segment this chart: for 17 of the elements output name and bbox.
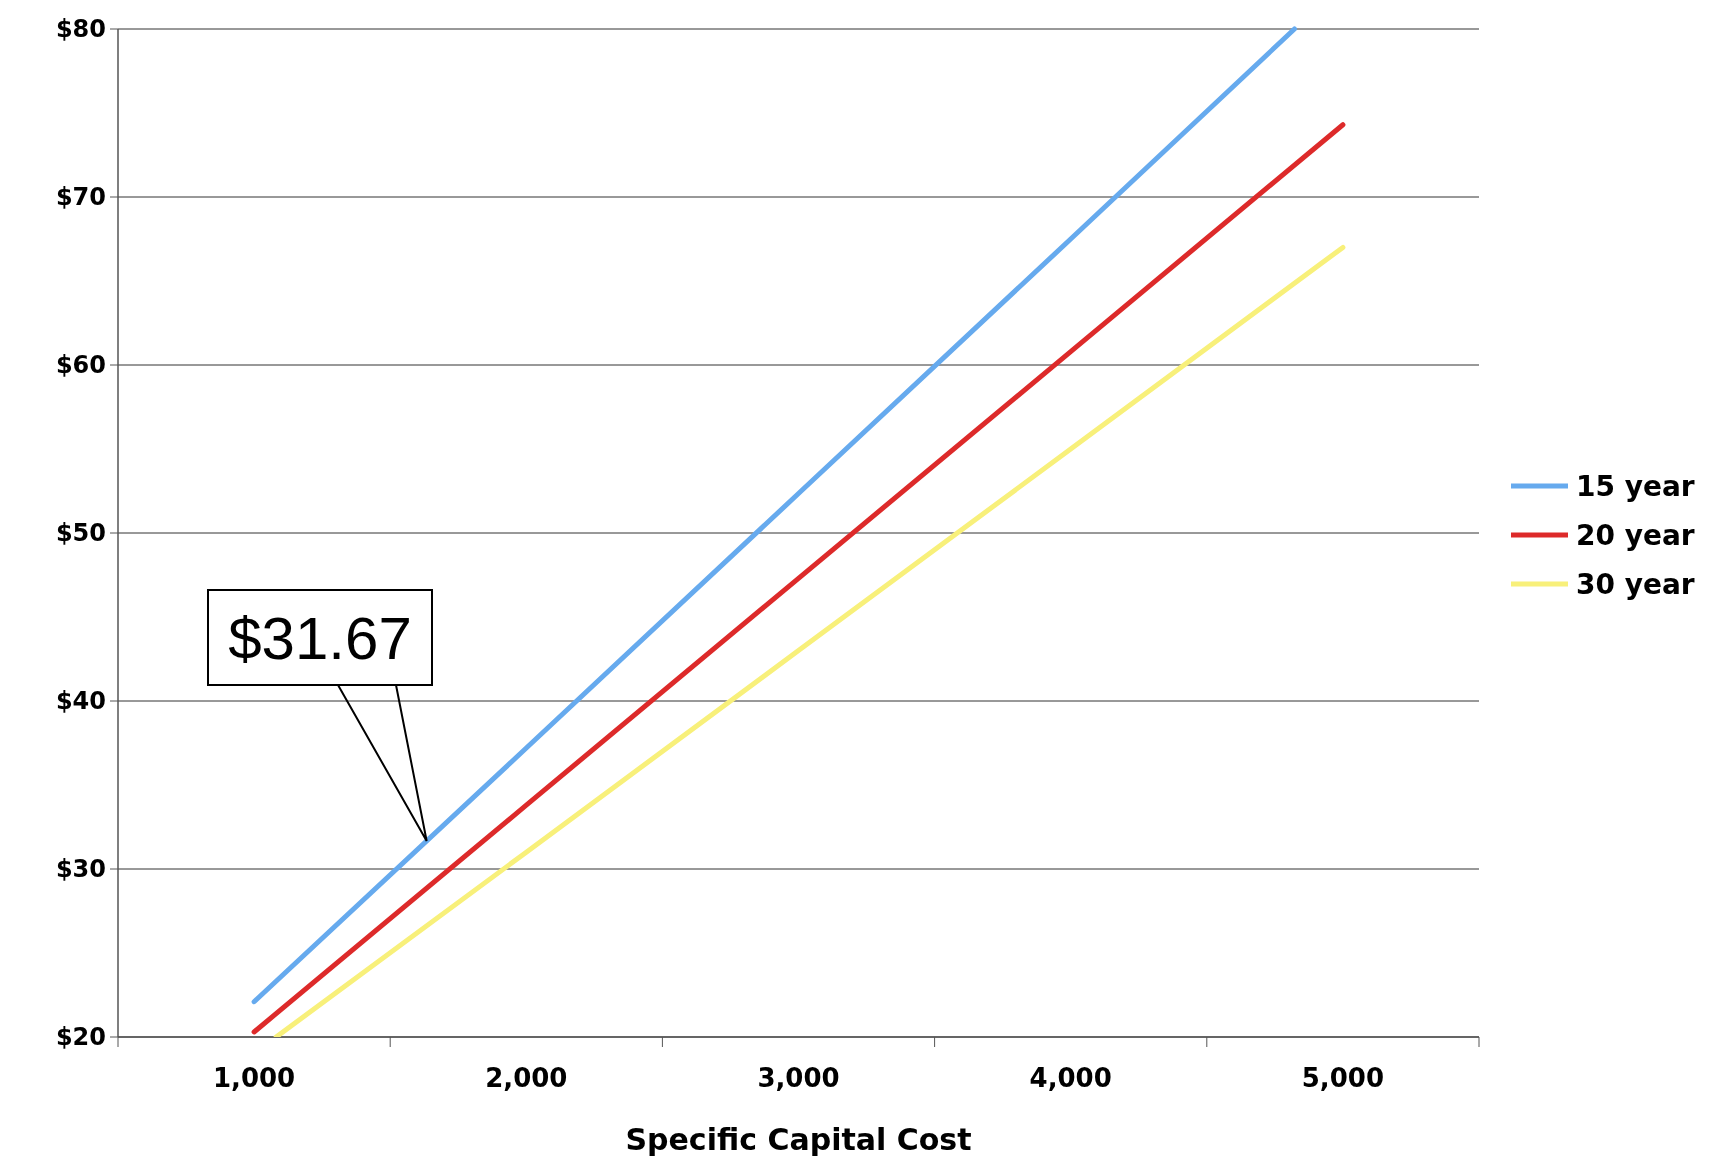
x-tick-label: 1,000 bbox=[212, 1063, 296, 1093]
x-tick-label: 4,000 bbox=[1029, 1063, 1112, 1093]
x-axis-title: Specific Capital Cost bbox=[625, 1122, 972, 1157]
annotation: $31.67 bbox=[228, 605, 412, 673]
y-tick-label: $60 bbox=[55, 351, 106, 380]
legend-label: 30 year bbox=[1576, 567, 1695, 601]
y-tick-label: $70 bbox=[55, 183, 106, 212]
x-tick-label: 5,000 bbox=[1301, 1063, 1385, 1093]
legend-label: 15 year bbox=[1576, 469, 1695, 503]
legend-label: 20 year bbox=[1576, 518, 1695, 552]
y-tick-label: $20 bbox=[55, 1023, 106, 1052]
y-tick-label: $40 bbox=[55, 687, 106, 716]
x-tick-label: 2,000 bbox=[485, 1063, 568, 1093]
y-tick-label: $80 bbox=[55, 15, 106, 44]
x-tick-label: 3,000 bbox=[757, 1063, 840, 1093]
y-tick-label: $30 bbox=[55, 855, 106, 884]
y-tick-label: $50 bbox=[55, 519, 106, 548]
